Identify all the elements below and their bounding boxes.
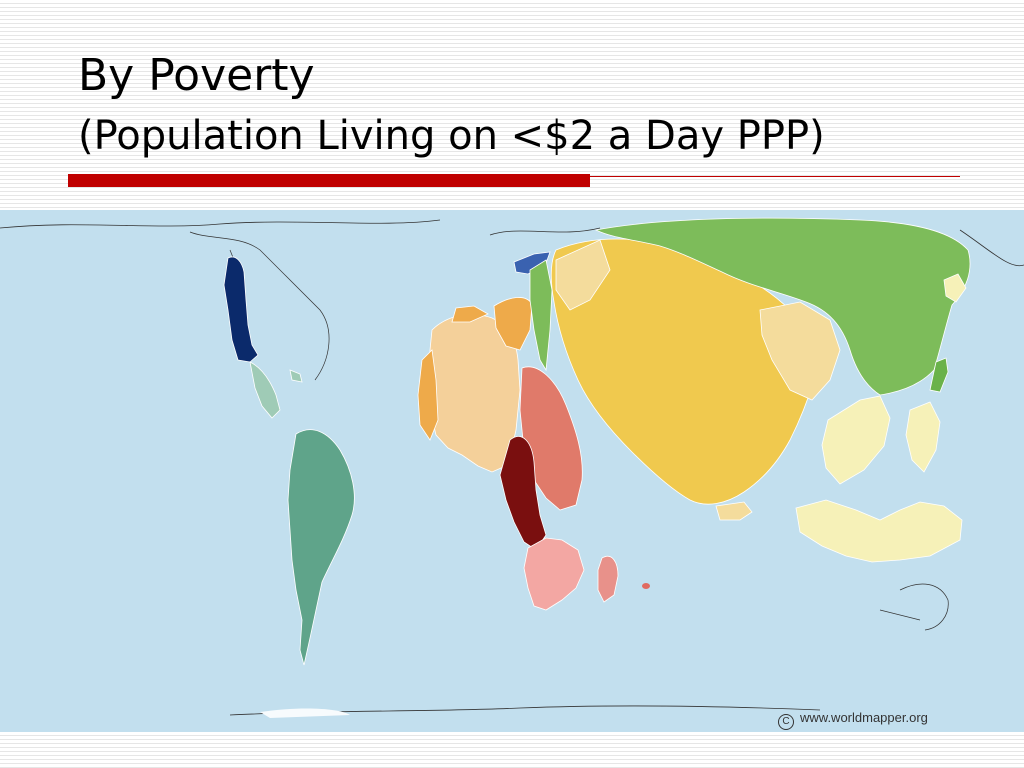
central-africa-region — [499, 436, 547, 551]
south-asia-light-region — [555, 239, 611, 311]
japan-region — [929, 357, 949, 393]
central-america-region — [249, 361, 281, 419]
madagascar-region — [597, 555, 619, 603]
east-asia-region — [594, 217, 971, 396]
west-coast-region — [417, 349, 439, 441]
cartogram-map — [0, 210, 1024, 732]
title-underline-thick — [68, 174, 590, 187]
indonesia-region — [795, 499, 963, 563]
arctic-lines — [0, 219, 1024, 267]
southern-africa-region — [523, 537, 585, 611]
slide-title: By Poverty — [78, 50, 315, 101]
caribbean-region — [289, 369, 303, 383]
sri-lanka-region — [715, 501, 753, 521]
title-underline-thin — [590, 176, 960, 177]
west-africa-region — [451, 305, 489, 323]
cartogram-svg — [0, 217, 1024, 718]
sahel-region — [493, 297, 533, 351]
korea-region — [943, 273, 967, 303]
slide-subtitle: (Population Living on <$2 a Day PPP) — [78, 113, 825, 159]
australia-outline — [879, 583, 949, 631]
copyright-icon: C — [778, 714, 794, 730]
middle-east-region — [529, 259, 553, 372]
south-america-region — [287, 429, 355, 666]
north-america-region — [223, 256, 259, 363]
north-america-outline — [189, 231, 330, 381]
southeast-asia-region — [821, 395, 891, 485]
credit-text: www.worldmapper.org — [800, 710, 928, 725]
east-africa-region — [519, 366, 583, 511]
philippines-region — [905, 401, 941, 473]
antarctica-region — [260, 708, 350, 718]
small-island — [642, 583, 650, 589]
bangladesh-region — [759, 301, 841, 401]
